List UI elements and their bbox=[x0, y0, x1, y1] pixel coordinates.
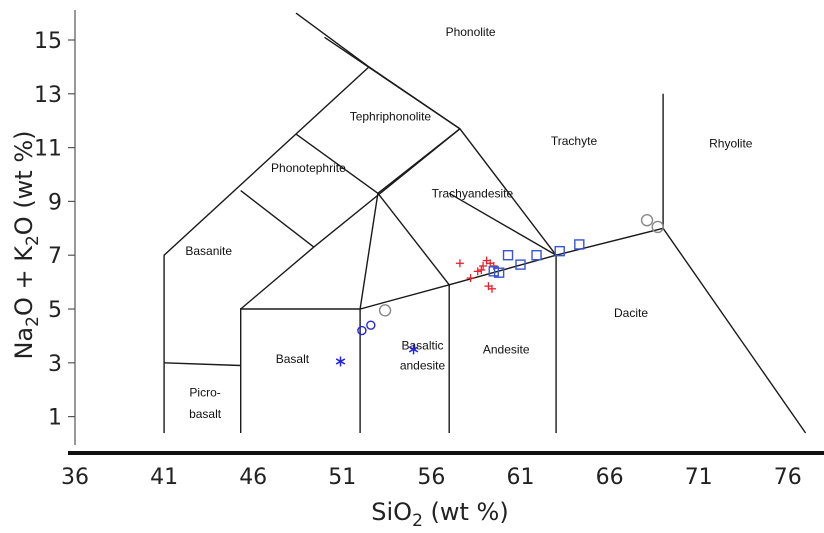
y-tick-label: 3 bbox=[48, 352, 62, 377]
y-tick-label: 15 bbox=[34, 29, 62, 54]
field-label: Basanite bbox=[185, 244, 232, 258]
y-axis-title-part-2: O + K bbox=[10, 245, 38, 316]
x-tick-label: 36 bbox=[61, 465, 89, 490]
field-boundary-line bbox=[359, 128, 461, 310]
field-boundary-line bbox=[295, 12, 370, 68]
field-label: Trachyandesite bbox=[432, 186, 514, 200]
field-label: Phonolite bbox=[446, 25, 496, 39]
x-tick-label: 56 bbox=[417, 465, 445, 490]
y-tick-label: 7 bbox=[48, 244, 62, 269]
data-point-square bbox=[554, 245, 565, 257]
field-boundary-line bbox=[295, 133, 379, 194]
data-point-cross bbox=[479, 261, 488, 270]
y-tick-label: 5 bbox=[48, 298, 62, 323]
field-boundary-line bbox=[163, 66, 807, 434]
y-tick-label: 1 bbox=[48, 406, 62, 431]
x-axis-title-subscript: 2 bbox=[412, 511, 423, 531]
x-axis-ticks: 36 41 46 51 56 61 66 71 76 bbox=[61, 465, 802, 490]
field-boundary-line bbox=[377, 192, 450, 286]
y-tick-label: 9 bbox=[48, 190, 62, 215]
field-label: Phonotephrite bbox=[271, 161, 346, 175]
data-point-asterisk bbox=[335, 356, 346, 367]
field-boundary-line bbox=[240, 190, 315, 248]
x-axis-title-main: SiO bbox=[371, 498, 412, 526]
field-boundary-line bbox=[324, 36, 461, 130]
data-point-square bbox=[502, 249, 514, 261]
data-points bbox=[335, 214, 664, 367]
data-point-circle bbox=[378, 304, 392, 317]
field-label: Rhyolite bbox=[709, 137, 753, 151]
field-label: Andesite bbox=[483, 342, 530, 356]
field-label: Dacite bbox=[614, 306, 648, 320]
x-tick-label: 71 bbox=[685, 465, 713, 490]
data-point-cross bbox=[489, 261, 498, 270]
data-point-cross bbox=[487, 284, 496, 293]
field-label: Basalt bbox=[276, 352, 310, 366]
x-tick-label: 66 bbox=[596, 465, 624, 490]
field-label: Basaltic bbox=[401, 338, 443, 352]
data-point-asterisk bbox=[408, 344, 419, 355]
y-axis-title-sub-2: 2 bbox=[23, 235, 43, 246]
y-axis-title-part-1: Na bbox=[10, 327, 38, 360]
x-tick-label: 41 bbox=[150, 465, 178, 490]
field-boundary-line bbox=[164, 362, 241, 367]
data-point-square bbox=[531, 249, 542, 261]
y-tick-label: 11 bbox=[34, 137, 62, 162]
field-labels: Phonolite Tephriphonolite Phonotephrite Tra… bbox=[185, 25, 752, 421]
asterisk-stroke bbox=[335, 358, 346, 365]
data-point-square bbox=[493, 267, 505, 278]
y-axis-title-sub-1: 2 bbox=[23, 316, 43, 327]
y-axis-title: Na2O + K2O (wt %) bbox=[10, 130, 43, 359]
field-label: Picro- bbox=[189, 385, 220, 399]
data-point-cross bbox=[477, 265, 486, 274]
data-point-cross bbox=[455, 259, 464, 268]
asterisk-stroke bbox=[408, 346, 419, 353]
field-boundary-line bbox=[448, 192, 557, 433]
data-point-circle bbox=[357, 325, 367, 336]
field-label: andesite bbox=[400, 359, 446, 373]
data-point-circle bbox=[366, 320, 376, 330]
x-tick-label: 51 bbox=[328, 465, 356, 490]
x-tick-label: 61 bbox=[507, 465, 535, 490]
y-axis-title-part-3: O (wt %) bbox=[10, 130, 38, 235]
x-tick-label: 76 bbox=[774, 465, 802, 490]
field-boundary-line bbox=[240, 128, 461, 310]
x-tick-label: 46 bbox=[239, 465, 267, 490]
data-point-cross bbox=[473, 267, 482, 276]
field-label: Trachyte bbox=[551, 134, 598, 148]
data-point-square bbox=[574, 239, 585, 250]
data-point-cross bbox=[466, 274, 475, 283]
field-label: basalt bbox=[189, 407, 222, 421]
y-tick-label: 13 bbox=[34, 83, 62, 108]
x-axis-title: SiO2 (wt %) bbox=[371, 498, 508, 531]
data-point-circle bbox=[651, 220, 664, 234]
field-boundaries bbox=[163, 12, 807, 434]
x-axis-title-rest: (wt %) bbox=[423, 498, 509, 526]
field-label: Tephriphonolite bbox=[350, 110, 432, 124]
data-point-square bbox=[488, 266, 499, 277]
data-point-circle bbox=[640, 214, 654, 227]
data-point-square bbox=[515, 259, 526, 270]
